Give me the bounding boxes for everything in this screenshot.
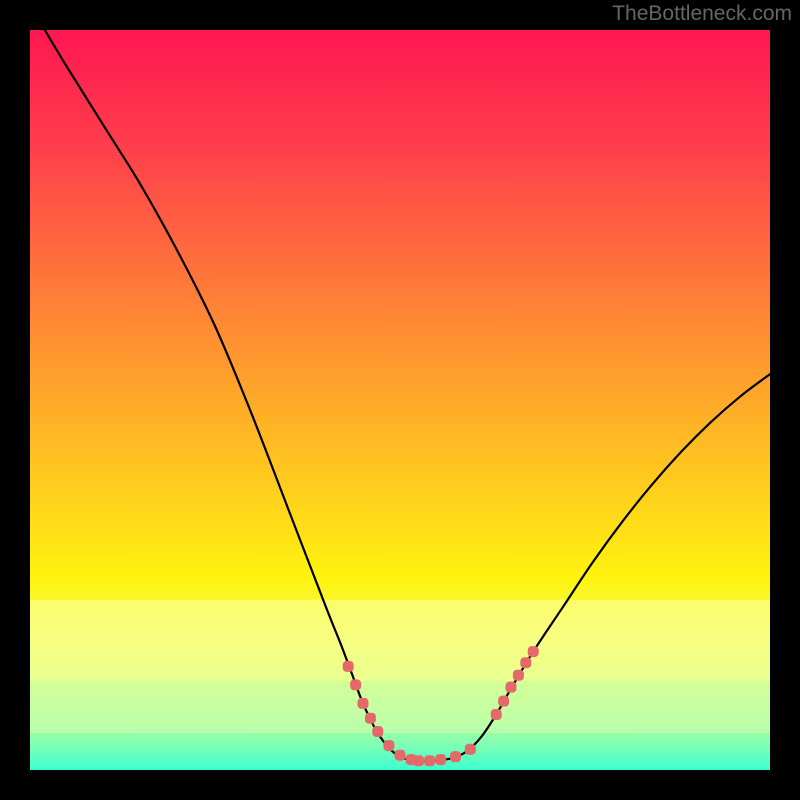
background-band (30, 681, 770, 733)
curve-marker (520, 657, 531, 668)
curve-marker (513, 670, 524, 681)
curve-marker (491, 709, 502, 720)
curve-marker (506, 682, 517, 693)
curve-marker (450, 751, 461, 762)
curve-marker (413, 755, 424, 766)
curve-marker (358, 698, 369, 709)
background-band (30, 600, 770, 681)
bottleneck-curve-chart (30, 30, 770, 770)
curve-marker (365, 713, 376, 724)
chart-container (30, 30, 770, 770)
curve-marker (498, 696, 509, 707)
attribution-label: TheBottleneck.com (612, 2, 792, 26)
curve-marker (383, 740, 394, 751)
curve-marker (350, 679, 361, 690)
curve-marker (424, 755, 435, 766)
curve-marker (465, 744, 476, 755)
curve-marker (528, 646, 539, 657)
curve-marker (395, 750, 406, 761)
curve-marker (372, 726, 383, 737)
curve-marker (435, 754, 446, 765)
curve-marker (343, 661, 354, 672)
